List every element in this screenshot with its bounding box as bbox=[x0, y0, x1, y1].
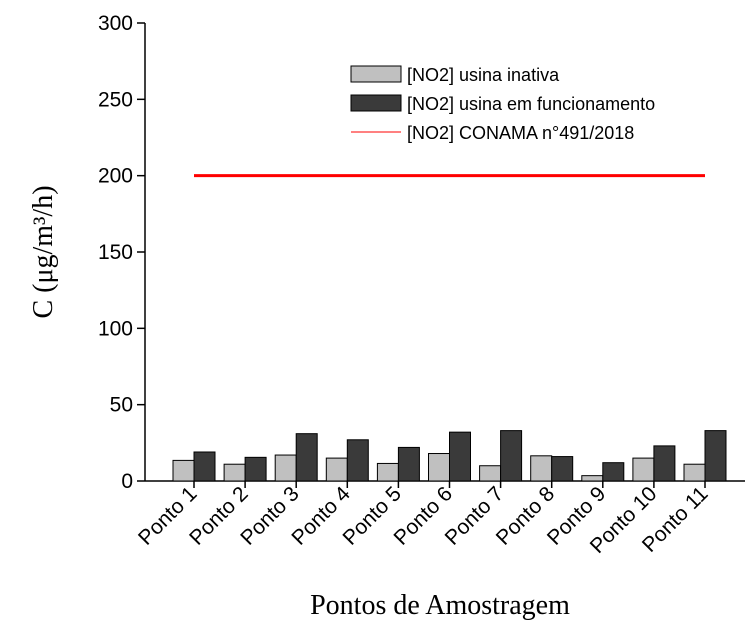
bar bbox=[602, 462, 625, 482]
bar bbox=[325, 457, 348, 482]
bar bbox=[653, 445, 676, 482]
bar bbox=[500, 430, 523, 482]
legend-swatch bbox=[350, 65, 402, 83]
y-axis-title: C (μg/m³/h) bbox=[28, 185, 59, 318]
bar bbox=[172, 459, 195, 482]
bar bbox=[551, 456, 574, 482]
bar bbox=[376, 462, 399, 482]
bar bbox=[274, 454, 297, 482]
bar bbox=[397, 446, 420, 482]
bar bbox=[449, 431, 471, 482]
legend-label: [NO2] usina inativa bbox=[407, 65, 560, 85]
bar bbox=[346, 439, 369, 482]
y-tick-label: 300 bbox=[98, 12, 133, 35]
legend-label: [NO2] usina em funcionamento bbox=[407, 94, 655, 114]
legend-label: [NO2] CONAMA n°491/2018 bbox=[407, 123, 634, 143]
y-tick-label: 200 bbox=[98, 165, 133, 188]
bar bbox=[428, 453, 450, 482]
bar bbox=[530, 455, 553, 482]
y-tick-label: 250 bbox=[98, 88, 133, 111]
y-tick-label: 150 bbox=[98, 241, 133, 264]
y-tick-label: 0 bbox=[121, 470, 133, 493]
x-axis-title: Pontos de Amostragem bbox=[310, 590, 570, 621]
bar bbox=[632, 457, 655, 482]
bar bbox=[244, 456, 267, 482]
bar bbox=[704, 430, 727, 482]
bar bbox=[295, 433, 318, 482]
bar bbox=[581, 475, 604, 482]
y-tick-label: 50 bbox=[110, 394, 133, 417]
bar bbox=[683, 463, 706, 482]
y-tick-label: 100 bbox=[98, 317, 133, 340]
bar bbox=[479, 465, 502, 482]
legend-swatch bbox=[350, 94, 402, 112]
bar bbox=[223, 463, 246, 482]
bar bbox=[193, 451, 216, 482]
